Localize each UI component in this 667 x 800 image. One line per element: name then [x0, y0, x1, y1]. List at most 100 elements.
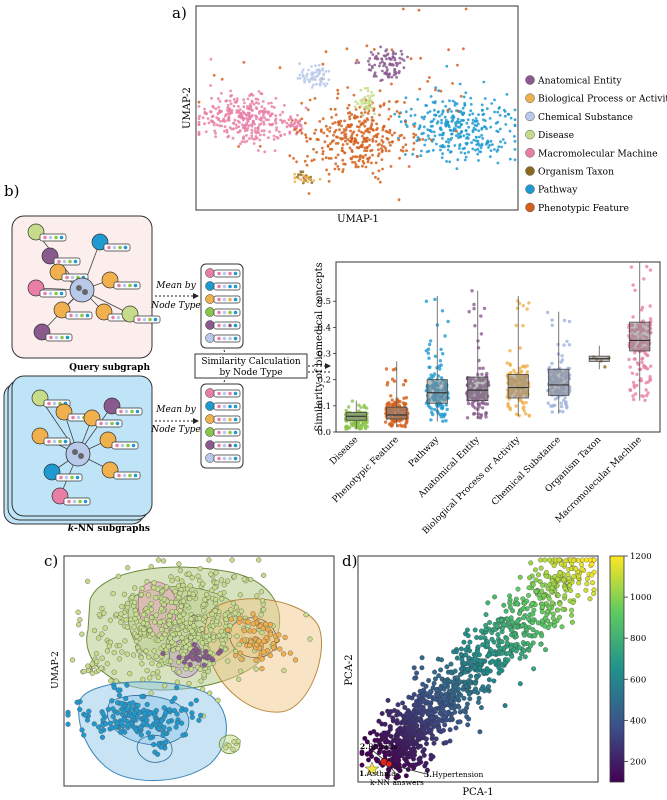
pca-point	[504, 636, 510, 642]
umap-point	[451, 99, 455, 103]
umap-point	[155, 751, 161, 757]
vector-dot	[131, 443, 136, 448]
umap-point	[232, 127, 236, 131]
umap-point	[230, 600, 237, 606]
similarity-point	[644, 381, 648, 385]
umap-point	[409, 57, 413, 61]
umap-point	[203, 648, 209, 655]
umap-point	[89, 661, 95, 667]
umap-point	[386, 137, 390, 141]
umap-point	[471, 147, 475, 151]
umap-point	[429, 125, 433, 128]
umap-point	[419, 154, 423, 158]
similarity-point	[401, 383, 406, 387]
umap-point	[119, 603, 125, 610]
pca-point	[589, 572, 595, 578]
umap-point	[497, 145, 501, 149]
similarity-point	[632, 383, 636, 388]
umap-point	[493, 98, 496, 102]
umap-point	[413, 113, 417, 117]
pca-point	[522, 654, 528, 660]
umap-point	[365, 149, 369, 153]
pca-point	[422, 730, 428, 736]
umap-point	[153, 612, 159, 618]
umap-point	[176, 669, 182, 675]
pca-point	[571, 574, 577, 579]
umap-point	[366, 106, 370, 109]
umap-point	[65, 721, 71, 727]
umap-point	[161, 601, 167, 608]
umap-point	[231, 136, 235, 140]
vector-dot	[135, 409, 140, 414]
umap-point	[77, 617, 83, 623]
umap-point	[363, 124, 367, 128]
pca-point	[481, 670, 487, 676]
umap-point	[412, 135, 416, 139]
umap-point	[418, 124, 422, 127]
umap-point	[99, 655, 105, 661]
umap-point	[305, 176, 309, 180]
umap-point	[91, 627, 98, 634]
pca-point	[494, 623, 500, 629]
umap-point	[303, 76, 306, 80]
umap-point	[384, 129, 388, 133]
umap-point	[250, 99, 254, 103]
umap-point	[127, 670, 133, 677]
umap-point	[322, 72, 326, 76]
pca-point	[510, 608, 516, 614]
umap-point	[361, 156, 365, 160]
umap-point	[132, 585, 138, 591]
umap-point	[351, 155, 355, 159]
umap-point	[223, 114, 227, 118]
umap-point	[379, 45, 383, 49]
umap-point	[220, 92, 223, 95]
umap-point	[147, 627, 153, 634]
knn-rest: -NN subgraphs	[74, 524, 150, 534]
similarity-point	[472, 412, 476, 416]
umap-point	[217, 117, 221, 121]
umap-point	[198, 114, 202, 118]
vector-dot	[111, 315, 115, 320]
panel-c: c) UMAP-2	[44, 552, 335, 787]
umap-point	[432, 130, 436, 134]
similarity-point	[387, 402, 391, 406]
similarity-point	[470, 289, 474, 293]
similarity-point	[562, 343, 566, 347]
umap-point	[330, 140, 334, 144]
umap-point	[380, 158, 384, 162]
umap-point	[321, 117, 325, 121]
pca-point	[451, 679, 457, 685]
umap-point	[210, 115, 214, 119]
umap-point	[378, 180, 382, 184]
umap-point	[299, 170, 303, 174]
similarity-point	[433, 354, 438, 358]
umap-point	[257, 90, 261, 93]
knn-k: k	[68, 524, 74, 534]
umap-point	[334, 156, 338, 160]
umap-point	[181, 659, 188, 665]
vector-dot	[63, 439, 68, 444]
umap-point	[221, 582, 227, 588]
umap-point	[446, 108, 450, 112]
umap-point	[188, 701, 194, 707]
knn-vector-rows	[205, 388, 241, 463]
umap-point	[416, 155, 419, 158]
hypertension-number: 3.	[424, 770, 432, 779]
pca-point	[362, 735, 368, 741]
umap-point	[272, 134, 276, 138]
umap-point	[188, 666, 194, 672]
vector-dot	[107, 245, 111, 250]
pca-point	[424, 741, 429, 747]
umap-point	[377, 169, 381, 173]
vector-type-node	[205, 307, 215, 317]
umap-point	[305, 163, 309, 167]
similarity-point	[527, 301, 531, 305]
pca-point	[359, 762, 365, 768]
umap-point	[288, 154, 292, 158]
umap-point	[283, 119, 286, 123]
umap-point	[96, 611, 102, 618]
umap-point	[370, 65, 374, 68]
pca-point	[430, 710, 436, 716]
umap-point	[119, 720, 125, 726]
